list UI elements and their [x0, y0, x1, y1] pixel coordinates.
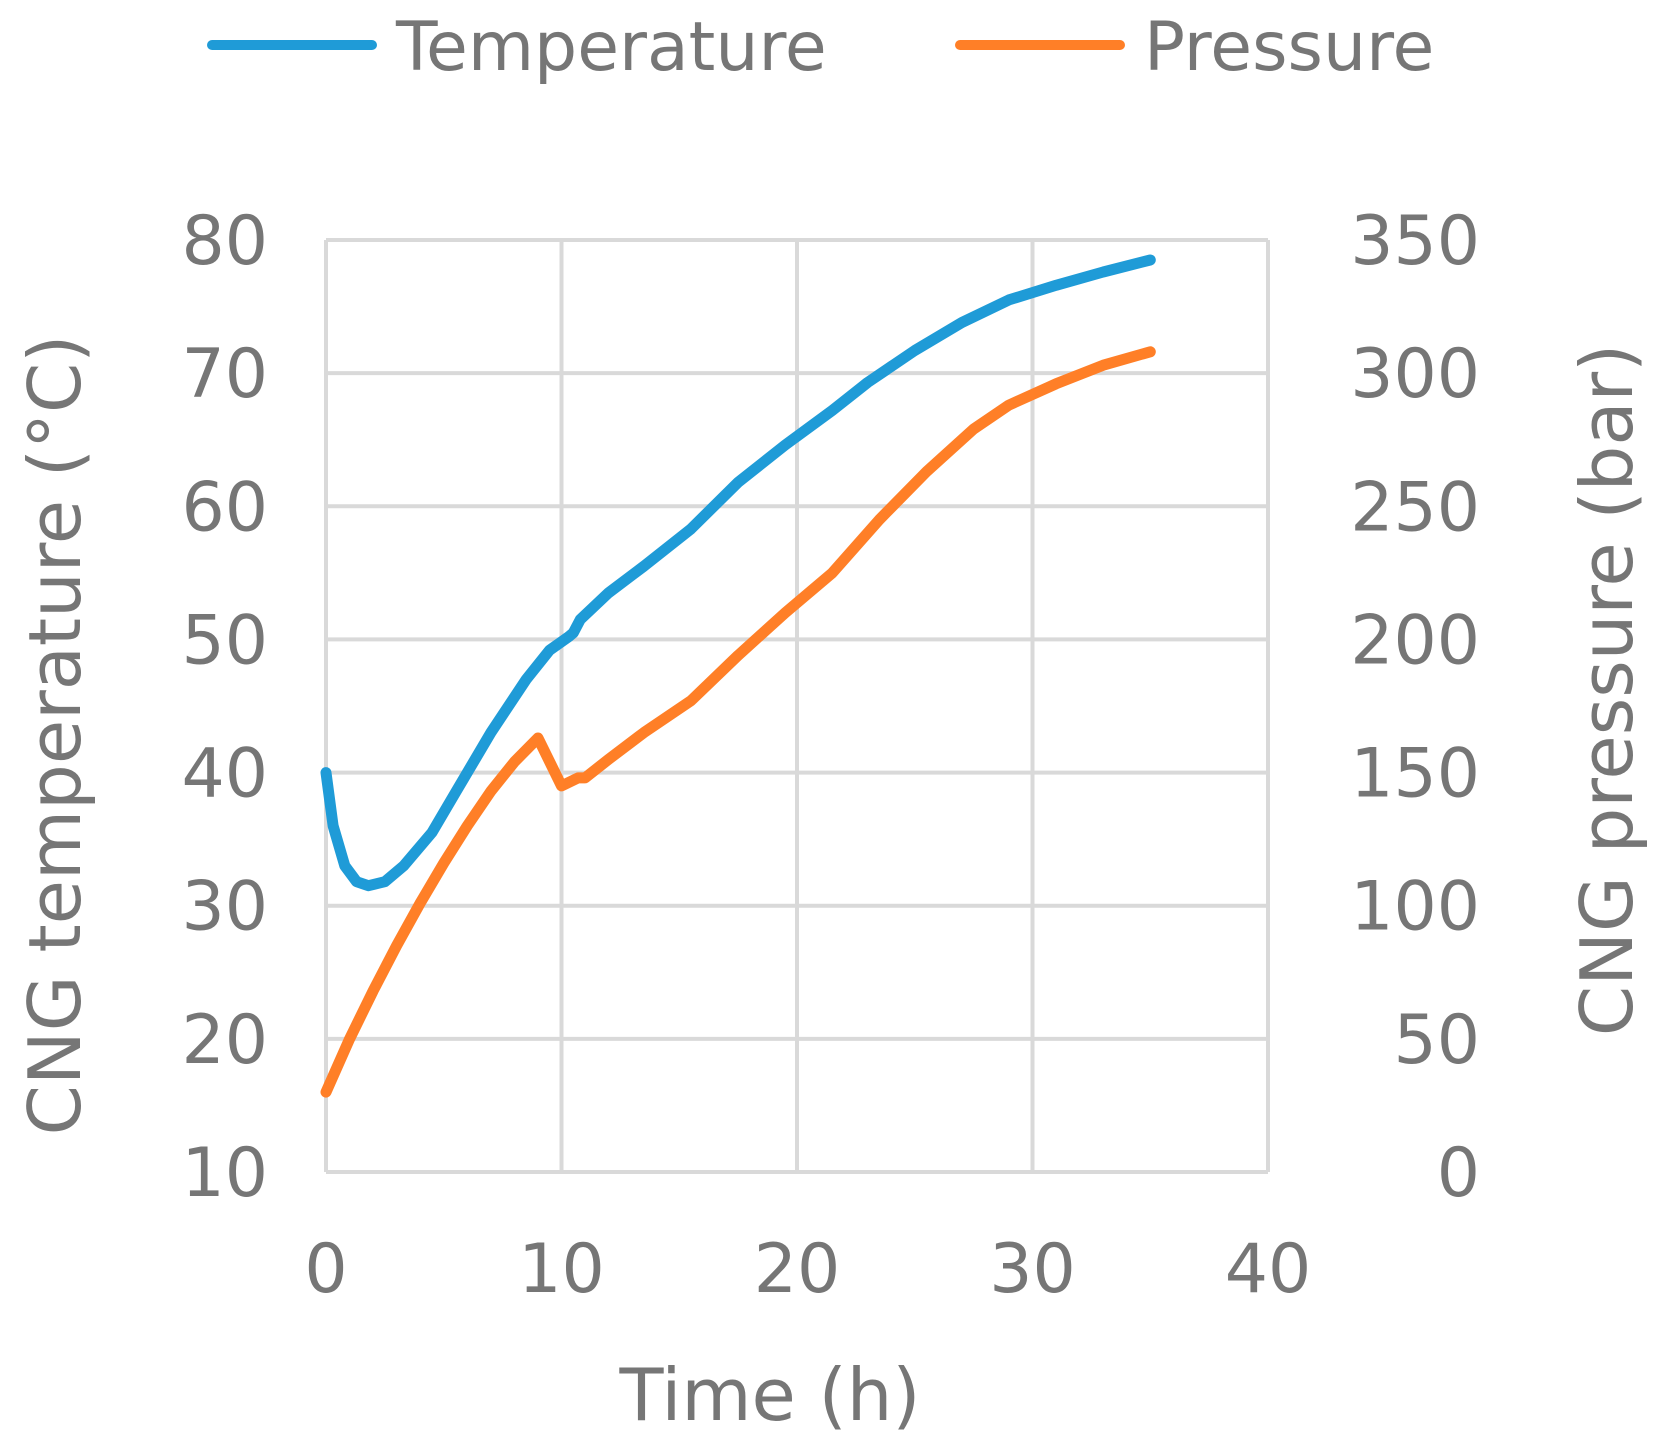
- series-line-pressure: [320, 346, 1156, 1098]
- left-tick-label: 10: [181, 1134, 268, 1213]
- series-line-temperature: [320, 254, 1156, 892]
- right-tick-label: 200: [1350, 601, 1480, 680]
- x-tick-label: 20: [754, 1230, 841, 1309]
- right-tick-label: 350: [1350, 202, 1480, 281]
- right-tick-label: 0: [1437, 1134, 1480, 1213]
- right-axis-title: CNG pressure (bar): [1565, 344, 1649, 1036]
- x-axis-tick-labels: 0 10 20 30 40: [304, 1230, 1311, 1309]
- gridlines: [324, 238, 1270, 1174]
- right-tick-label: 300: [1350, 335, 1480, 414]
- x-tick-label: 10: [518, 1230, 605, 1309]
- left-tick-label: 40: [181, 735, 268, 814]
- left-tick-label: 30: [181, 868, 268, 947]
- left-tick-label: 60: [181, 468, 268, 547]
- x-tick-label: 40: [1225, 1230, 1312, 1309]
- x-tick-label: 0: [304, 1230, 347, 1309]
- series-lines: [320, 254, 1156, 1098]
- legend-label-pressure: Pressure: [1144, 8, 1434, 87]
- left-axis-title: CNG temperature (°C): [13, 335, 97, 1136]
- left-tick-label: 70: [181, 335, 268, 414]
- legend-label-temperature: Temperature: [395, 8, 827, 87]
- left-tick-label: 50: [181, 601, 268, 680]
- right-axis-tick-labels: 0 50 100 150 200 250 300 350: [1350, 202, 1480, 1213]
- left-tick-label: 80: [181, 202, 268, 281]
- right-tick-label: 50: [1393, 1001, 1480, 1080]
- right-tick-label: 250: [1350, 468, 1480, 547]
- x-tick-label: 30: [989, 1230, 1076, 1309]
- x-axis-title: Time (h): [619, 1353, 921, 1437]
- right-tick-label: 150: [1350, 735, 1480, 814]
- right-tick-label: 100: [1350, 868, 1480, 947]
- legend: Temperature Pressure: [207, 8, 1434, 87]
- left-axis-tick-labels: 10 20 30 40 50 60 70 80: [181, 202, 268, 1213]
- left-tick-label: 20: [181, 1001, 268, 1080]
